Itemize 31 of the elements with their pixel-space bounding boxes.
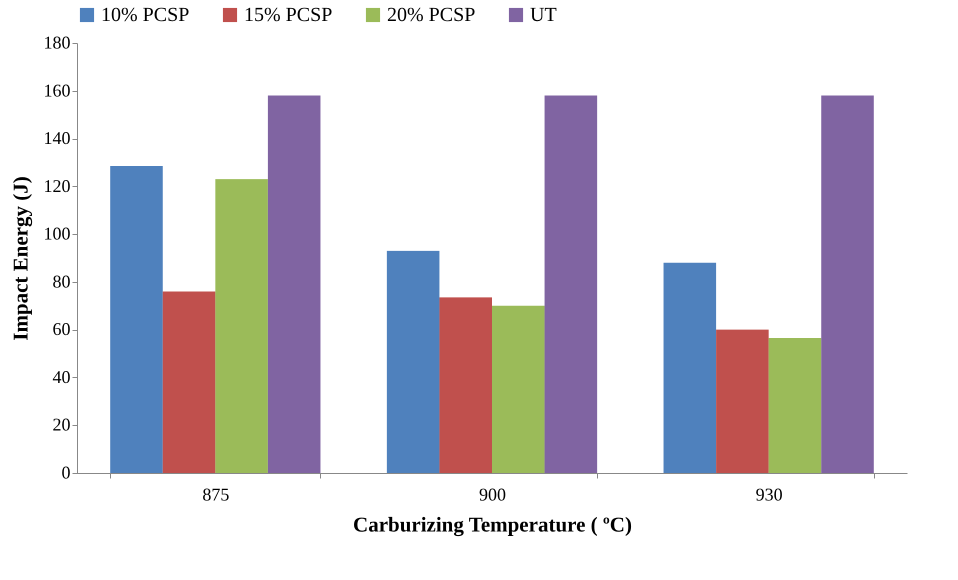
bar [268,96,320,473]
y-tick-label: 120 [44,176,70,196]
bar [716,330,769,473]
y-tick-label: 40 [52,366,70,387]
x-tick-label: 875 [202,484,230,504]
bar [386,250,440,473]
legend-label: 10% PCSP [101,4,190,26]
y-tick-label: 140 [44,128,70,148]
bar [492,306,545,473]
y-tick-label: 0 [62,462,70,482]
bar [821,96,874,473]
x-axis-title: Carburizing Temperature ( ºC) [353,512,632,536]
bar [544,96,598,473]
legend-label: 20% PCSP [387,4,476,26]
legend-label: UT [530,4,557,26]
y-tick-label: 100 [44,224,70,244]
y-tick-label: 160 [44,80,70,100]
bar [664,262,716,473]
bar [162,291,216,473]
x-tick-label: 900 [479,484,506,504]
bar [768,338,822,473]
y-tick-label: 180 [44,32,70,52]
y-tick-label: 80 [52,271,70,292]
x-tick-label: 930 [756,484,783,504]
bar [110,166,163,473]
legend-label: 15% PCSP [244,4,332,26]
bar [215,179,268,473]
y-tick-label: 20 [52,414,70,435]
bar [439,297,492,473]
y-axis-title: Impact Energy (J) [8,176,32,341]
y-tick-label: 60 [52,319,70,340]
